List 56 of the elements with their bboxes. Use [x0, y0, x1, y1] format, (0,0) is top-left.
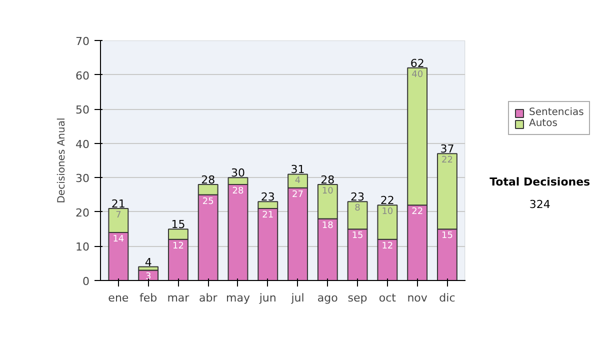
data-label: 15 — [352, 231, 364, 242]
x-tick-label: oct — [378, 292, 397, 304]
data-label: 4 — [294, 176, 301, 186]
y-axis-title: Decisiones Anual — [56, 118, 68, 204]
total-label: 31 — [290, 163, 305, 176]
data-label: 12 — [382, 241, 394, 252]
x-tick-label: feb — [140, 292, 158, 304]
total-label: 23 — [260, 190, 275, 204]
data-label: 8 — [354, 204, 361, 214]
total-label: 4 — [144, 256, 152, 269]
total-label: 21 — [111, 198, 126, 210]
total-label: 28 — [201, 174, 216, 186]
x-tick-label: mar — [167, 292, 190, 304]
y-tick-label: 70 — [76, 35, 90, 48]
data-label: 10 — [382, 207, 394, 218]
total-label: 23 — [350, 190, 365, 204]
total-label: 28 — [320, 174, 335, 186]
data-label: 7 — [116, 210, 122, 220]
legend-label: Sentencias — [529, 107, 584, 118]
data-label: 40 — [412, 70, 424, 80]
data-label: 3 — [145, 272, 152, 282]
data-label: 22 — [441, 156, 453, 166]
y-tick-label: 50 — [76, 104, 90, 117]
text: Total Decisiones — [490, 176, 591, 189]
data-label: 22 — [412, 207, 424, 218]
legend-label: Autos — [529, 118, 558, 129]
data-label: 10 — [322, 186, 334, 196]
total-label: 30 — [230, 166, 245, 180]
y-tick-label: 20 — [76, 206, 90, 220]
data-label: 27 — [292, 190, 304, 200]
x-tick-label: abr — [198, 292, 218, 304]
total-label: 22 — [380, 194, 394, 208]
total-label: 15 — [171, 218, 186, 232]
x-tick-label: nov — [407, 292, 428, 304]
x-tick-label: jul — [290, 292, 304, 304]
y-tick-label: 10 — [76, 240, 90, 254]
data-label: 14 — [112, 234, 124, 244]
text: 324 — [529, 198, 550, 212]
y-tick-label: 30 — [76, 172, 90, 186]
data-label: 25 — [202, 196, 214, 207]
y-tick-label: 0 — [82, 275, 90, 288]
data-label: 12 — [172, 241, 184, 252]
x-tick-label: dic — [439, 292, 456, 304]
y-tick-label: 60 — [76, 69, 90, 82]
data-label: 21 — [262, 210, 274, 220]
y-tick-label: 40 — [76, 138, 90, 151]
total-label: 62 — [410, 56, 424, 70]
x-tick-label: sep — [348, 292, 368, 304]
x-tick-label: ago — [317, 292, 338, 304]
total-label: 37 — [440, 142, 454, 156]
x-tick-label: jun — [258, 292, 276, 304]
data-label: 15 — [441, 231, 453, 242]
data-label: 18 — [322, 220, 334, 231]
x-tick-label: may — [226, 292, 250, 304]
x-tick-label: ene — [108, 292, 129, 304]
data-label: 28 — [232, 186, 244, 196]
